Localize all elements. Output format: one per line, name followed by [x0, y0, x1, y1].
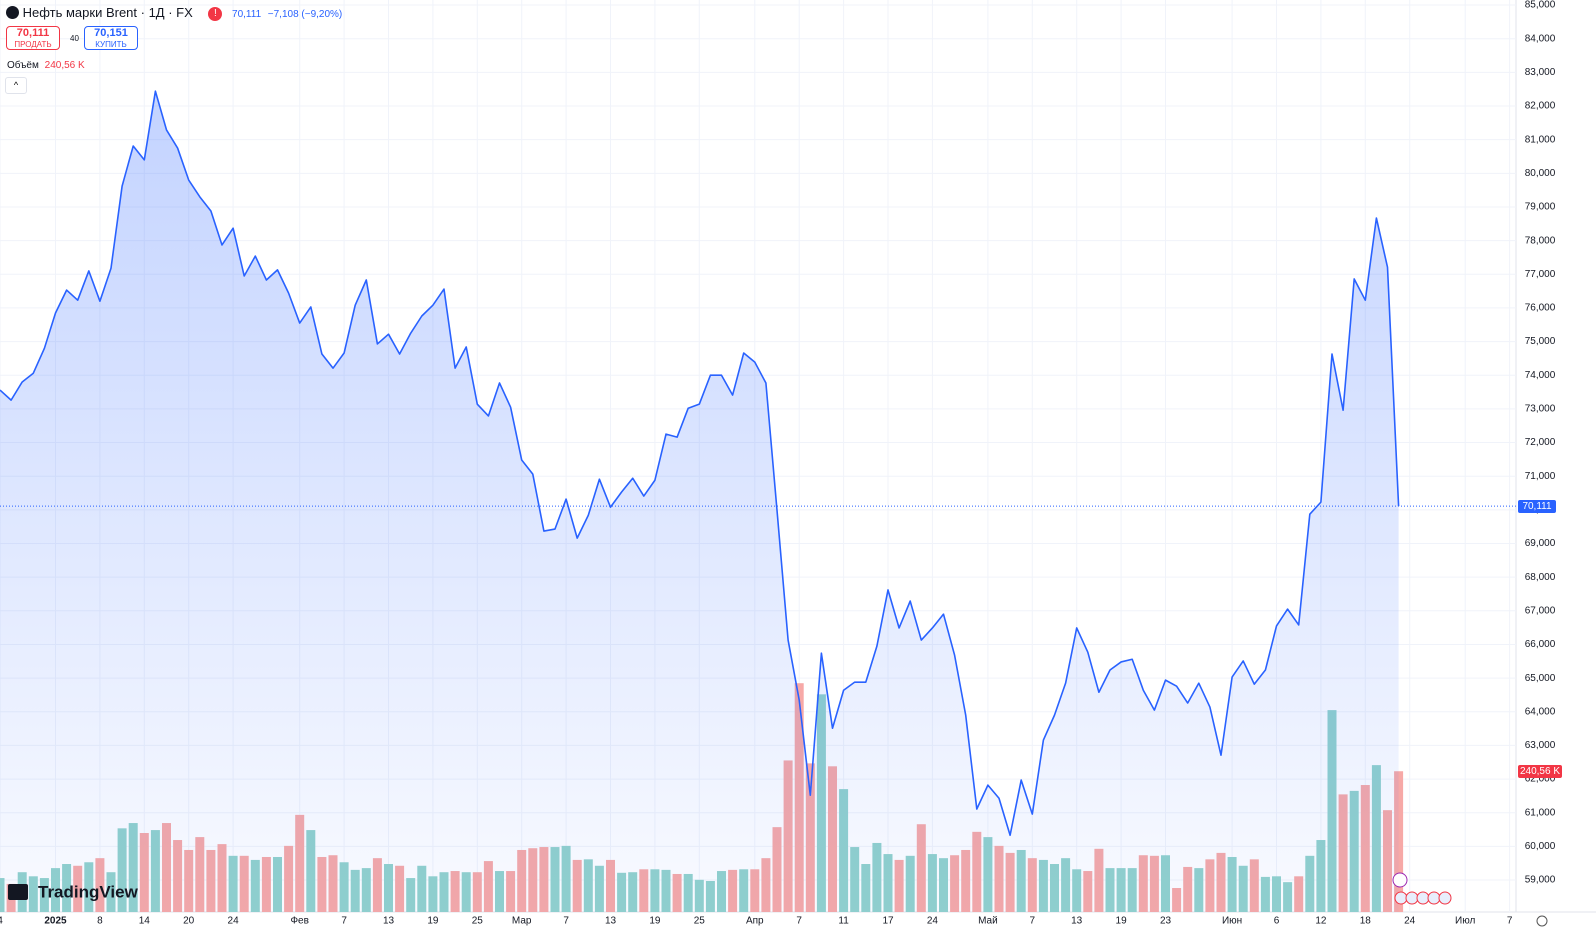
- x-tick-label: 19: [427, 916, 439, 927]
- volume-legend: Объём 240,56 K: [7, 60, 85, 71]
- y-tick-label: 84,000: [1525, 33, 1556, 44]
- y-tick-label: 66,000: [1525, 639, 1556, 650]
- y-tick-label: 73,000: [1525, 404, 1556, 415]
- y-tick-label: 75,000: [1525, 336, 1556, 347]
- spread: 40: [70, 34, 79, 43]
- volume-legend-label: Объём: [7, 60, 39, 71]
- y-tick-label: 63,000: [1525, 740, 1556, 751]
- x-tick-label: 13: [605, 916, 617, 927]
- y-tick-label: 72,000: [1525, 437, 1556, 448]
- logo: TradingView: [8, 882, 139, 901]
- x-tick-label: 7: [796, 916, 802, 927]
- price-area: [0, 91, 1399, 912]
- buy-price: 70,151: [94, 27, 128, 39]
- x-tick-label: 20: [183, 916, 195, 927]
- x-tick-label: 7: [1507, 916, 1513, 927]
- x-tick-label: 7: [563, 916, 569, 927]
- sell-price: 70,111: [16, 27, 50, 39]
- y-tick-label: 78,000: [1525, 235, 1556, 246]
- event-icons[interactable]: [1392, 872, 1452, 905]
- x-tick-label: 8: [97, 916, 103, 927]
- price-change: −7,108 (−9,20%): [267, 9, 343, 20]
- buy-label: КУПИТЬ: [95, 40, 127, 49]
- alert-icon[interactable]: !: [208, 7, 223, 21]
- x-tick-label: 25: [694, 916, 706, 927]
- x-tick-label: Мар: [512, 916, 532, 927]
- y-tick-label: 59,000: [1525, 875, 1556, 886]
- y-tick-label: 67,000: [1525, 605, 1556, 616]
- buy-button[interactable]: 70,151 КУПИТЬ: [84, 26, 138, 50]
- x-tick-label: 7: [1030, 916, 1036, 927]
- x-tick-label: 4: [0, 916, 3, 927]
- y-tick-label: 65,000: [1525, 673, 1556, 684]
- x-tick-label: 17: [882, 916, 894, 927]
- collapse-button[interactable]: ^: [5, 77, 27, 94]
- y-tick-label: 61,000: [1525, 807, 1556, 818]
- x-tick-label: 24: [927, 916, 939, 927]
- x-tick-label: Апр: [746, 916, 764, 927]
- sell-label: ПРОДАТЬ: [14, 40, 52, 49]
- x-tick-label: 12: [1315, 916, 1327, 927]
- symbol-icon: [6, 6, 19, 19]
- y-tick-label: 80,000: [1525, 168, 1556, 179]
- y-tick-label: 62,000: [1525, 774, 1556, 785]
- x-tick-label: 19: [649, 916, 661, 927]
- x-tick-label: 11: [838, 916, 849, 927]
- volume-legend-value: 240,56 K: [44, 60, 85, 71]
- x-tick-label: 25: [472, 916, 484, 927]
- volume-axis-label: 240,56 K: [1518, 765, 1562, 778]
- x-tick-label: Май: [978, 916, 998, 927]
- x-tick-label: 18: [1360, 916, 1372, 927]
- y-tick-label: 60,000: [1525, 841, 1556, 852]
- y-tick-label: 81,000: [1525, 134, 1556, 145]
- last-price: 70,111: [232, 9, 262, 20]
- x-tick-label: 24: [228, 916, 240, 927]
- y-tick-label: 82,000: [1525, 101, 1556, 112]
- x-tick-label: 2025: [44, 916, 67, 927]
- y-tick-label: 74,000: [1525, 370, 1556, 381]
- x-tick-label: Фев: [290, 916, 308, 927]
- y-tick-label: 85,000: [1525, 0, 1556, 11]
- y-tick-label: 68,000: [1525, 572, 1556, 583]
- y-tick-label: 69,000: [1525, 538, 1556, 549]
- symbol-title[interactable]: Нефть марки Brent · 1Д · FX: [22, 5, 193, 20]
- x-tick-label: Июл: [1455, 916, 1475, 927]
- y-tick-label: 71,000: [1525, 471, 1556, 482]
- sell-button[interactable]: 70,111 ПРОДАТЬ: [6, 26, 60, 50]
- symbol-row: Нефть марки Brent · 1Д · FX ! 70,111 −7,…: [6, 5, 342, 21]
- y-tick-label: 79,000: [1525, 202, 1556, 213]
- y-tick-label: 64,000: [1525, 706, 1556, 717]
- price-line: [0, 90, 1400, 837]
- x-tick-label: Июн: [1222, 916, 1242, 927]
- last-price-label: 70,111: [1518, 500, 1556, 513]
- x-tick-label: 13: [383, 916, 395, 927]
- x-tick-label: 7: [341, 916, 347, 927]
- x-tick-label: 24: [1404, 916, 1416, 927]
- y-tick-label: 83,000: [1525, 67, 1556, 78]
- y-tick-label: 76,000: [1525, 303, 1556, 314]
- x-tick-label: 19: [1116, 916, 1128, 927]
- x-tick-label: 13: [1071, 916, 1083, 927]
- logo-text: TradingView: [38, 882, 139, 901]
- x-tick-label: 14: [139, 916, 151, 927]
- x-tick-label: 6: [1274, 916, 1280, 927]
- settings-icon[interactable]: [1536, 915, 1548, 927]
- x-tick-label: 23: [1160, 916, 1172, 927]
- y-tick-label: 77,000: [1525, 269, 1556, 280]
